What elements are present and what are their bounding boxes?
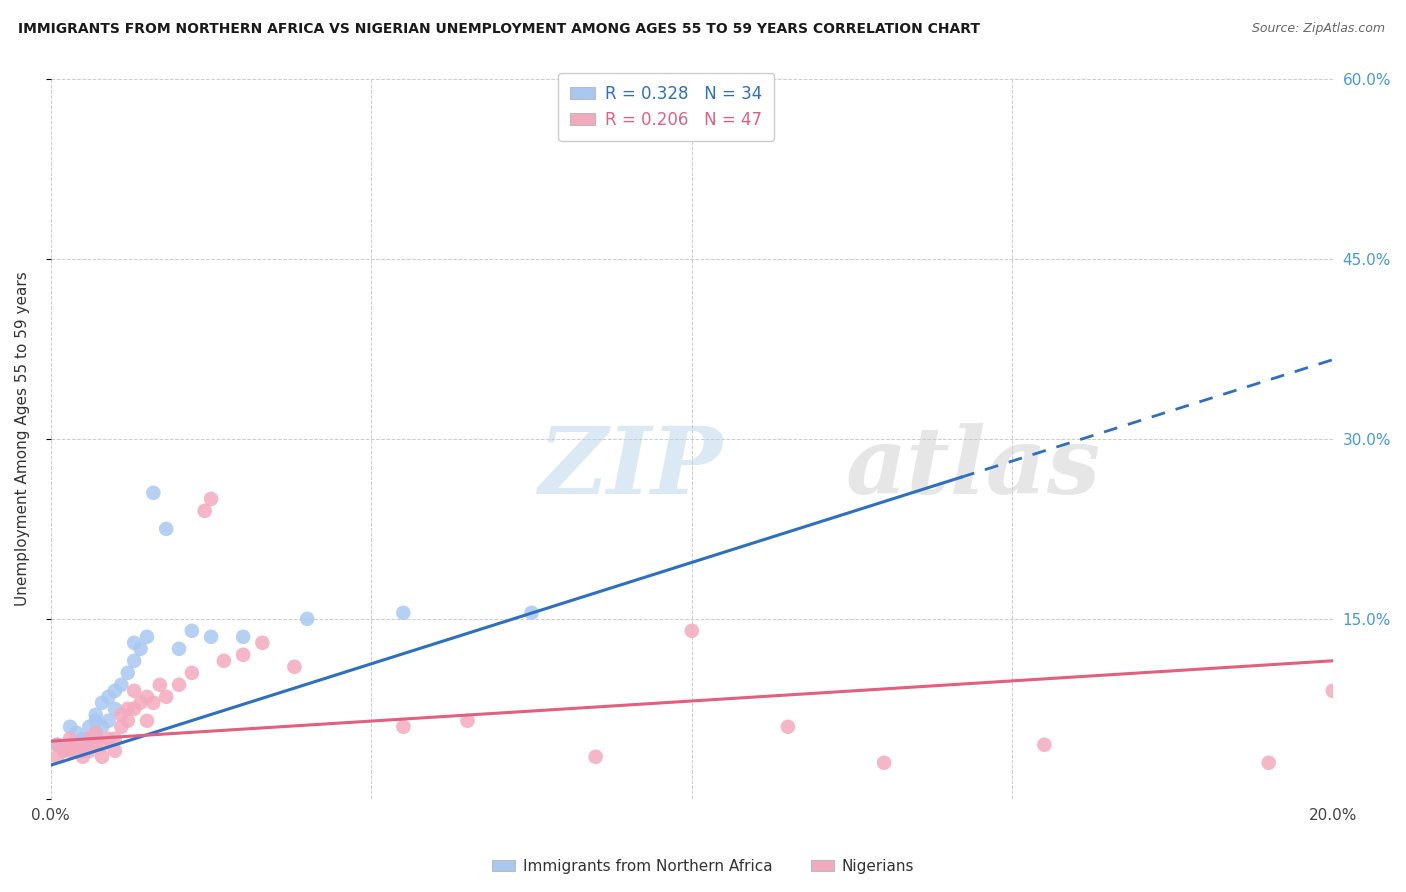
Point: [65, 726, 87, 740]
Point: [136, 714, 159, 728]
Point: [59, 738, 82, 752]
Point: [84, 707, 107, 722]
Point: [585, 749, 607, 764]
Point: [117, 702, 139, 716]
Point: [59, 720, 82, 734]
Point: [297, 612, 319, 626]
Point: [52, 744, 75, 758]
Point: [200, 630, 222, 644]
Point: [72, 744, 94, 758]
Point: [142, 486, 165, 500]
Legend: R = 0.328   N = 34, R = 0.206   N = 47: R = 0.328 N = 34, R = 0.206 N = 47: [558, 73, 773, 141]
Point: [167, 641, 190, 656]
Point: [46, 749, 69, 764]
Point: [142, 696, 165, 710]
Point: [392, 606, 415, 620]
Point: [122, 636, 145, 650]
Point: [520, 606, 543, 620]
Point: [776, 720, 799, 734]
Point: [122, 702, 145, 716]
Point: [117, 665, 139, 680]
Point: [65, 744, 87, 758]
Point: [72, 749, 94, 764]
Point: [194, 504, 217, 518]
Point: [392, 720, 415, 734]
Point: [122, 654, 145, 668]
Text: ZIP: ZIP: [538, 423, 723, 513]
Point: [65, 744, 87, 758]
Point: [79, 720, 101, 734]
Point: [79, 731, 101, 746]
Point: [104, 731, 127, 746]
Point: [1257, 756, 1279, 770]
Y-axis label: Unemployment Among Ages 55 to 59 years: Unemployment Among Ages 55 to 59 years: [15, 271, 30, 607]
Point: [110, 720, 132, 734]
Point: [104, 744, 127, 758]
Point: [72, 731, 94, 746]
Point: [110, 678, 132, 692]
Point: [456, 714, 478, 728]
Point: [117, 714, 139, 728]
Point: [84, 726, 107, 740]
Point: [84, 738, 107, 752]
Point: [97, 731, 120, 746]
Point: [59, 744, 82, 758]
Point: [129, 641, 152, 656]
Point: [873, 756, 896, 770]
Point: [252, 636, 274, 650]
Point: [91, 749, 114, 764]
Point: [180, 624, 202, 638]
Point: [1322, 683, 1344, 698]
Point: [122, 683, 145, 698]
Point: [129, 696, 152, 710]
Point: [149, 678, 172, 692]
Point: [167, 678, 190, 692]
Point: [46, 738, 69, 752]
Text: atlas: atlas: [845, 423, 1101, 513]
Point: [104, 702, 127, 716]
Point: [283, 660, 305, 674]
Point: [91, 720, 114, 734]
Point: [52, 744, 75, 758]
Legend: Immigrants from Northern Africa, Nigerians: Immigrants from Northern Africa, Nigeria…: [486, 853, 920, 880]
Point: [104, 683, 127, 698]
Point: [97, 690, 120, 704]
Point: [1033, 738, 1056, 752]
Point: [155, 690, 177, 704]
Point: [212, 654, 235, 668]
Text: Source: ZipAtlas.com: Source: ZipAtlas.com: [1251, 22, 1385, 36]
Point: [91, 696, 114, 710]
Point: [232, 648, 254, 662]
Point: [180, 665, 202, 680]
Point: [97, 714, 120, 728]
Point: [72, 744, 94, 758]
Point: [59, 731, 82, 746]
Point: [46, 738, 69, 752]
Point: [110, 707, 132, 722]
Point: [91, 738, 114, 752]
Point: [84, 726, 107, 740]
Point: [155, 522, 177, 536]
Point: [136, 630, 159, 644]
Point: [65, 738, 87, 752]
Point: [136, 690, 159, 704]
Point: [232, 630, 254, 644]
Point: [200, 491, 222, 506]
Point: [84, 714, 107, 728]
Point: [681, 624, 703, 638]
Text: IMMIGRANTS FROM NORTHERN AFRICA VS NIGERIAN UNEMPLOYMENT AMONG AGES 55 TO 59 YEA: IMMIGRANTS FROM NORTHERN AFRICA VS NIGER…: [18, 22, 980, 37]
Point: [79, 731, 101, 746]
Point: [79, 744, 101, 758]
